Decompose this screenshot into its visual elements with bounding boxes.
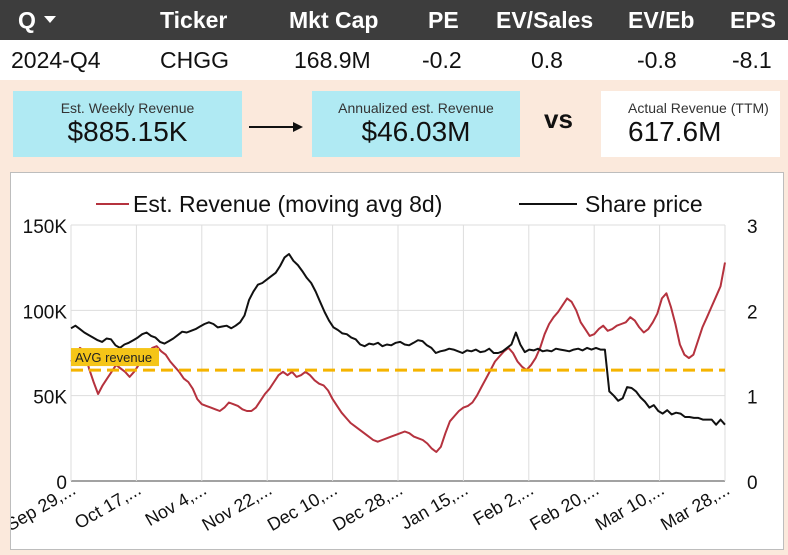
value-ticker: CHGG <box>160 47 229 73</box>
series-line-revenue[interactable] <box>70 262 726 453</box>
y-right-tick-label: 3 <box>747 217 758 238</box>
x-tick-label: Sep 29,... <box>11 479 79 535</box>
actual-revenue-value: 617.6M <box>628 116 722 147</box>
value-eps: -8.1 <box>732 47 772 73</box>
chevron-down-icon[interactable] <box>43 16 56 24</box>
column-header-ticker: Ticker <box>160 7 228 33</box>
column-header-q[interactable]: Q <box>18 0 56 40</box>
actual-revenue-card: Actual Revenue (TTM) 617.6M <box>601 91 780 157</box>
x-tick-label: Mar 28,... <box>657 479 733 534</box>
column-header-ev-sales: EV/Sales <box>496 7 594 33</box>
x-tick-label: Feb 20,... <box>526 479 602 534</box>
column-header-pe: PE <box>428 7 459 33</box>
x-tick-label: Mar 10,... <box>592 479 668 534</box>
column-header-ev-eb: EV/Eb <box>628 7 695 33</box>
y-right-tick-label: 0 <box>747 473 758 494</box>
metrics-header-row: Q Ticker Mkt Cap PE EV/Sales EV/Eb EPS <box>0 0 788 40</box>
y-left-tick-label: 150K <box>23 217 68 238</box>
chart-legend: Est. Revenue (moving avg 8d) Share price <box>96 191 703 217</box>
legend-revenue-label[interactable]: Est. Revenue (moving avg 8d) <box>133 191 442 217</box>
legend-price-label[interactable]: Share price <box>585 191 703 217</box>
x-tick-label: Jan 15,... <box>397 479 471 533</box>
column-header-mkt-cap: Mkt Cap <box>289 7 379 33</box>
x-tick-label: Nov 4,... <box>142 479 210 530</box>
x-tick-label: Feb 2,... <box>470 479 537 529</box>
value-ev-eb: -0.8 <box>637 47 677 73</box>
x-tick-label: Nov 22,... <box>198 479 275 535</box>
x-tick-label: Dec 28,... <box>329 479 406 535</box>
weekly-revenue-value: $885.15K <box>67 116 188 147</box>
column-header-eps: EPS <box>730 7 777 33</box>
weekly-revenue-card: Est. Weekly Revenue $885.15K <box>13 91 242 157</box>
value-quarter: 2024-Q4 <box>11 47 101 73</box>
annualized-revenue-card: Annualized est. Revenue $46.03M <box>312 91 520 157</box>
y-left-tick-label: 100K <box>23 302 68 323</box>
y-right-tick-label: 1 <box>747 388 758 409</box>
metrics-value-row: 2024-Q4 CHGG 168.9M -0.2 0.8 -0.8 -8.1 <box>0 40 788 80</box>
value-ev-sales: 0.8 <box>531 47 563 73</box>
x-tick-label: Dec 10,... <box>264 479 341 535</box>
series-line-share-price[interactable] <box>70 253 726 426</box>
x-tick-label: Oct 17,... <box>71 479 144 533</box>
value-pe: -0.2 <box>422 47 462 73</box>
avg-revenue-badge <box>71 348 159 367</box>
arrow-right-icon <box>249 122 303 132</box>
vs-label: vs <box>544 104 573 134</box>
annualized-revenue-label: Annualized est. Revenue <box>338 100 494 116</box>
column-header-q-label: Q <box>18 7 36 33</box>
y-left-tick-label: 50K <box>33 388 67 409</box>
weekly-revenue-label: Est. Weekly Revenue <box>60 100 195 116</box>
actual-revenue-label: Actual Revenue (TTM) <box>628 100 769 116</box>
value-mkt-cap: 168.9M <box>294 47 371 73</box>
annualized-revenue-value: $46.03M <box>361 116 471 147</box>
y-left-tick-label: 0 <box>56 473 67 494</box>
avg-revenue-label: AVG revenue <box>75 350 152 365</box>
y-right-tick-label: 2 <box>747 302 758 323</box>
